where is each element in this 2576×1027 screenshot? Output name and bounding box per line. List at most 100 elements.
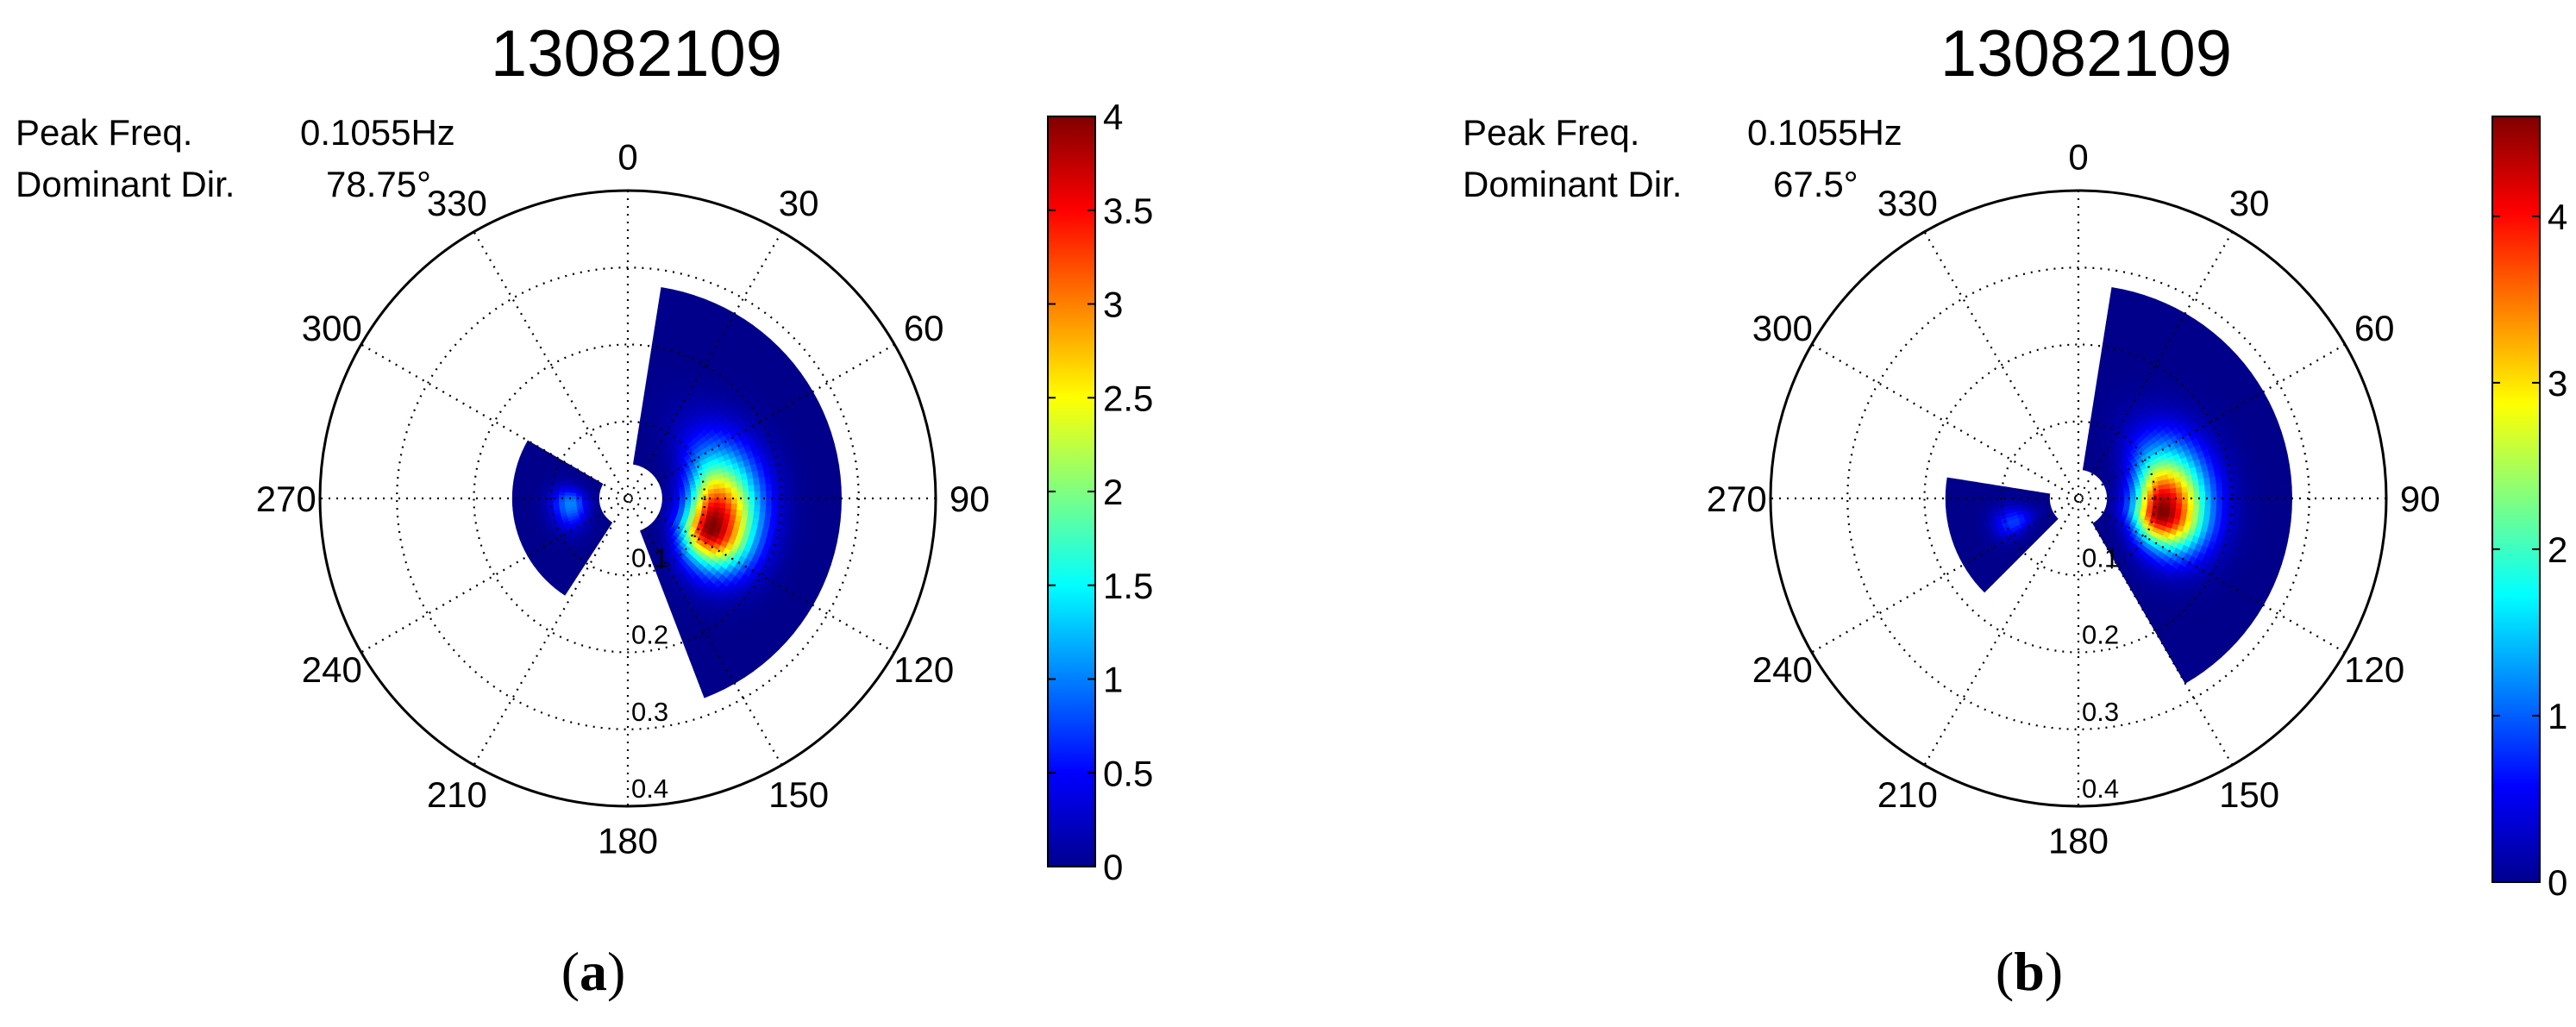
spectrum-cell <box>2204 498 2212 506</box>
angular-grid-line <box>473 231 783 766</box>
spectrum-cell <box>759 504 767 514</box>
colorbar-tick-labels: 0 0.5 1 1.5 2 2.5 3 3.5 4 <box>1048 97 1153 887</box>
angle-tick-labels: 0 30 60 90 120 150 180 210 240 270 300 330 <box>256 137 990 861</box>
spectrum-cell <box>2227 505 2234 516</box>
spectrum-cell <box>2009 501 2016 506</box>
spectrum-cell <box>736 485 744 493</box>
peak-freq-label: Peak Freq. <box>1463 112 1639 153</box>
angle-tick-labels: 0 30 60 90 120 150 180 210 240 270 300 330 <box>1707 137 2441 861</box>
spectrum-cell <box>724 481 732 489</box>
spectrum-cell <box>541 506 548 513</box>
spectrum-cell <box>1945 491 1952 499</box>
spectrum-cell <box>805 507 813 518</box>
spectrum-cell <box>2227 481 2234 492</box>
spectrum-cell <box>2003 486 2010 492</box>
spectrum-cell <box>832 519 841 533</box>
spectrum-cell <box>1968 503 1976 510</box>
angle-tick-label: 0 <box>617 137 637 178</box>
radial-tick-label: 0.1 <box>2082 542 2119 573</box>
spectrum-cell <box>713 502 721 509</box>
spectrum-cell <box>788 506 796 517</box>
spectrum-cell <box>2222 498 2229 507</box>
spectrum-cell <box>771 482 779 492</box>
angle-tick-label: 330 <box>1877 183 1938 223</box>
polar-outer-ring <box>1769 189 2388 808</box>
radial-tick-label: 0.4 <box>631 773 668 804</box>
spectrum-cell <box>765 505 773 514</box>
spectrum-cell <box>513 515 521 523</box>
spectrum-cell <box>730 480 737 488</box>
spectrum-cell <box>2192 504 2200 512</box>
dominant-dir-label: Dominant Dir. <box>1463 164 1682 204</box>
spectrum-cell <box>742 485 749 493</box>
spectrum-cell <box>558 501 566 506</box>
spectrum-cell <box>702 489 709 495</box>
radial-tick-label: 0.3 <box>631 697 668 727</box>
angle-tick-label: 240 <box>302 649 362 690</box>
panel-letter: b <box>2014 941 2045 1002</box>
spectrum-cell <box>517 503 525 510</box>
spectrum-cell <box>1991 502 1999 508</box>
angle-tick-label: 300 <box>1752 308 1813 348</box>
spectrum-cell <box>518 509 526 517</box>
spectrum-cell <box>783 489 790 499</box>
spectrum-cell <box>2285 475 2292 488</box>
spectrum-cell <box>800 498 807 509</box>
spectrum-cell <box>511 485 519 493</box>
angle-tick-label: 210 <box>427 774 487 815</box>
spectrum-cell <box>1980 507 1988 515</box>
spectrum-cell <box>1962 485 1970 493</box>
spectrum-cell <box>1957 510 1965 518</box>
spectrum-cell <box>690 491 698 496</box>
spectrum-cell <box>805 479 813 490</box>
angle-tick-label: 180 <box>598 820 658 861</box>
spectrum-cell <box>1974 487 1982 494</box>
spectrum-cell <box>1951 504 1959 512</box>
spectrum-cell <box>523 503 531 510</box>
spectrum-cell <box>530 507 537 515</box>
spectrum-cell <box>793 506 801 517</box>
spectrum-cell <box>823 477 830 489</box>
spectrum-cell <box>2262 498 2270 509</box>
spectrum-cell <box>2187 504 2195 511</box>
spectrum-cell <box>724 503 732 510</box>
spectrum-cell <box>788 498 796 508</box>
spectrum-cell <box>2169 482 2177 490</box>
spectrum-cell <box>828 476 836 489</box>
spectrum-cell <box>834 475 842 488</box>
radial-grid-circle <box>473 343 783 654</box>
spectrum-cell <box>2164 502 2172 509</box>
spectrum-cell <box>1951 485 1959 492</box>
spectrum-cell <box>1945 504 1952 513</box>
colorbar-tick-label: 3 <box>1103 285 1123 325</box>
panel-label-a: (a) <box>561 941 626 1002</box>
spectrum-cell <box>1957 504 1965 512</box>
spectrum-cell <box>776 481 784 492</box>
spectrum-cell <box>2175 487 2183 494</box>
polar-chart-b: 13082109 Peak Freq. 0.1055Hz Dominant Di… <box>1463 17 2567 1002</box>
spectrum-cell <box>1969 480 1977 488</box>
spectrum-cell <box>2204 484 2212 492</box>
spectrum-cell <box>730 503 738 510</box>
spectrum-cell <box>725 492 732 499</box>
spectrum-cell <box>2191 479 2200 487</box>
spectrum-cell <box>818 487 824 499</box>
spectrum-cell <box>535 488 542 495</box>
spectrum-cell <box>1980 482 1988 490</box>
angle-tick-label: 60 <box>904 308 944 348</box>
spectrum-cell <box>823 508 830 520</box>
angle-tick-label: 120 <box>2344 649 2404 690</box>
spectrum-cell <box>713 488 721 495</box>
spectrum-cell <box>2020 498 2028 502</box>
angle-tick-label: 270 <box>256 479 317 519</box>
spectrum-cell <box>1951 498 1958 506</box>
spectrum-cell <box>2021 489 2028 494</box>
colorbar <box>2491 116 2541 883</box>
chart-panel-b: 13082109 Peak Freq. 0.1055Hz Dominant Di… <box>1288 0 2576 1027</box>
spectrum-cell <box>2209 504 2217 514</box>
spectrum-cell <box>760 498 767 506</box>
spectrum-cell <box>2198 504 2206 512</box>
spectrum-cell <box>707 484 715 491</box>
colorbar-tick-label: 4 <box>1103 97 1123 137</box>
spectrum-cell <box>828 508 836 521</box>
